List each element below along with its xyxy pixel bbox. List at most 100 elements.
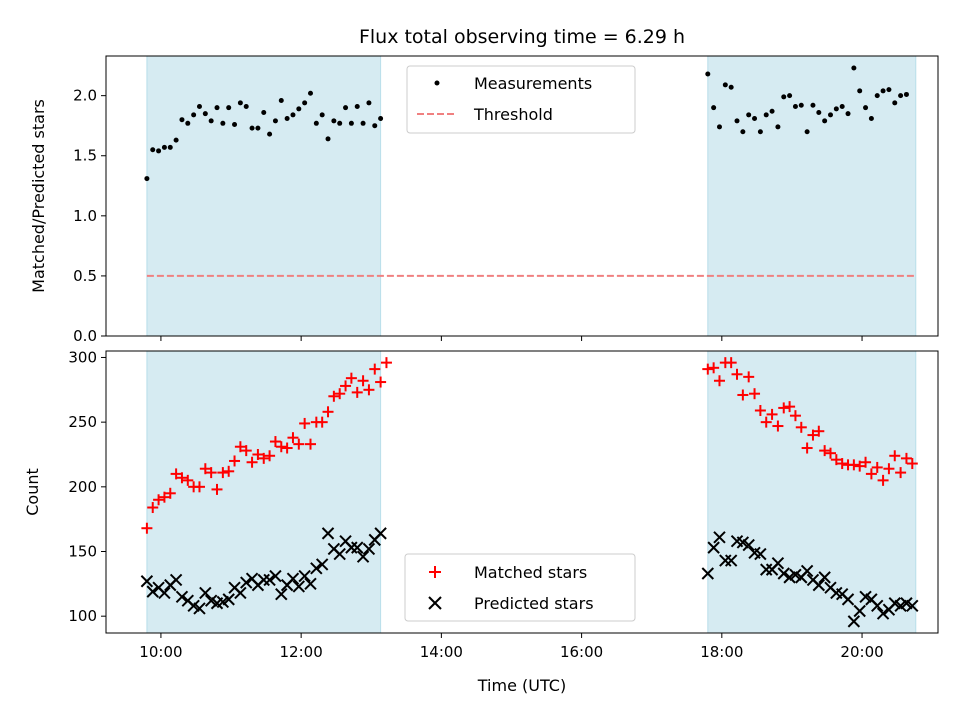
measurement-point xyxy=(834,106,839,111)
measurement-point xyxy=(290,112,295,117)
x-tick-label: 16:00 xyxy=(560,643,603,661)
measurement-point xyxy=(314,121,319,126)
top-legend: Measurements Threshold xyxy=(407,66,635,133)
x-tick-label: 18:00 xyxy=(700,643,743,661)
measurement-point xyxy=(705,72,710,77)
measurement-point xyxy=(174,138,179,143)
measurement-point xyxy=(197,104,202,109)
y-tick-label: 0.5 xyxy=(73,267,97,285)
top-y-axis-label: Matched/Predicted stars xyxy=(29,99,48,293)
bottom-y-axis-label: Count xyxy=(23,468,42,516)
y-tick-label: 100 xyxy=(68,607,97,625)
measurement-point xyxy=(799,103,804,108)
measurement-point xyxy=(828,112,833,117)
measurement-point xyxy=(168,145,173,150)
measurement-point xyxy=(869,116,874,121)
measurement-point xyxy=(863,105,868,110)
measurement-point xyxy=(308,91,313,96)
measurement-point xyxy=(150,147,155,152)
measurement-point xyxy=(361,121,366,126)
measurement-point xyxy=(261,110,266,115)
measurement-point xyxy=(886,87,891,92)
y-tick-label: 2.0 xyxy=(73,87,97,105)
measurement-point xyxy=(179,117,184,122)
measurement-point xyxy=(892,100,897,105)
measurement-point xyxy=(846,111,851,116)
shaded-window-2 xyxy=(708,56,916,336)
measurement-point xyxy=(711,105,716,110)
measurement-point xyxy=(764,112,769,117)
x-tick-label: 10:00 xyxy=(139,643,182,661)
measurement-point xyxy=(238,100,243,105)
measurement-point xyxy=(816,110,821,115)
measurement-point xyxy=(775,124,780,129)
measurement-point xyxy=(232,122,237,127)
measurement-point xyxy=(285,116,290,121)
measurement-point xyxy=(904,92,909,97)
measurement-point xyxy=(740,129,745,134)
measurement-point xyxy=(366,100,371,105)
legend-threshold-label: Threshold xyxy=(473,105,553,124)
x-tick-label: 14:00 xyxy=(420,643,463,661)
measurement-point xyxy=(185,121,190,126)
y-tick-label: 300 xyxy=(68,348,97,366)
shaded-window-1 xyxy=(147,56,381,336)
legend-matched-label: Matched stars xyxy=(474,563,587,582)
measurement-point xyxy=(203,111,208,116)
measurement-point xyxy=(787,93,792,98)
measurement-point xyxy=(191,112,196,117)
y-tick-label: 0.0 xyxy=(73,327,97,345)
measurement-point xyxy=(898,93,903,98)
measurement-point xyxy=(793,104,798,109)
measurement-point xyxy=(267,132,272,137)
measurement-point xyxy=(822,118,827,123)
measurement-point xyxy=(881,88,886,93)
measurement-point xyxy=(320,112,325,117)
measurement-point xyxy=(805,129,810,134)
legend-predicted-label: Predicted stars xyxy=(474,594,594,613)
measurement-point xyxy=(840,104,845,109)
measurement-point xyxy=(331,118,336,123)
shaded-window-1 xyxy=(147,351,381,633)
x-tick-label: 20:00 xyxy=(840,643,883,661)
measurement-point xyxy=(302,100,307,105)
measurement-point xyxy=(746,112,751,117)
y-tick-label: 150 xyxy=(68,543,97,561)
measurement-point xyxy=(810,103,815,108)
measurement-point xyxy=(729,85,734,90)
measurement-point xyxy=(875,93,880,98)
measurement-point xyxy=(226,105,231,110)
measurement-point xyxy=(250,126,255,131)
x-tick-label: 12:00 xyxy=(280,643,323,661)
measurement-point xyxy=(723,82,728,87)
measurement-point xyxy=(144,176,149,181)
measurement-point xyxy=(781,94,786,99)
measurement-point xyxy=(349,121,354,126)
measurement-point xyxy=(162,145,167,150)
measurement-point xyxy=(220,121,225,126)
y-tick-label: 1.0 xyxy=(73,207,97,225)
y-tick-label: 250 xyxy=(68,413,97,431)
measurement-point xyxy=(770,109,775,114)
y-tick-label: 1.5 xyxy=(73,147,97,165)
measurement-point xyxy=(355,104,360,109)
shaded-window-2 xyxy=(708,351,916,633)
measurement-point xyxy=(326,136,331,141)
figure-title: Flux total observing time = 6.29 h xyxy=(359,26,685,48)
measurement-point xyxy=(717,124,722,129)
legend-measurements-marker xyxy=(435,81,440,86)
measurement-point xyxy=(857,88,862,93)
measurement-point xyxy=(758,129,763,134)
measurement-point xyxy=(215,105,220,110)
measurement-point xyxy=(156,148,161,153)
y-tick-label: 200 xyxy=(68,478,97,496)
measurement-point xyxy=(378,116,383,121)
measurement-point xyxy=(343,105,348,110)
x-axis-label: Time (UTC) xyxy=(477,676,566,695)
measurement-point xyxy=(273,118,278,123)
bottom-legend: Matched stars Predicted stars xyxy=(405,554,635,621)
measurement-point xyxy=(296,106,301,111)
measurement-point xyxy=(244,104,249,109)
measurement-point xyxy=(255,126,260,131)
